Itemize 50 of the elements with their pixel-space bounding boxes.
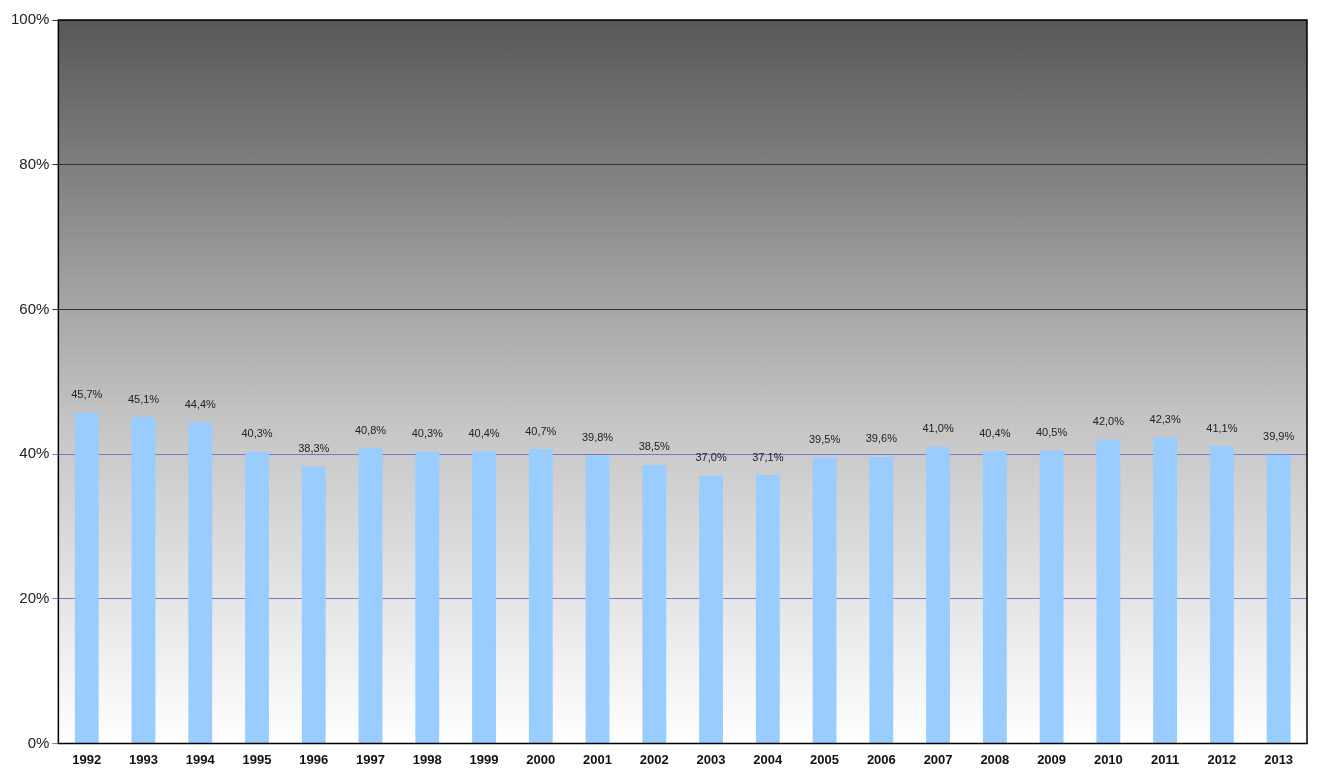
- y-tick-label: 60%: [19, 299, 50, 317]
- data-label: 39,8%: [581, 431, 614, 444]
- x-tick-label: 2006: [866, 751, 896, 767]
- data-label: 38,5%: [638, 440, 671, 453]
- data-label: 40,4%: [979, 426, 1011, 439]
- x-tick-label: 2004: [753, 751, 784, 767]
- data-label: 42,3%: [1149, 412, 1181, 425]
- x-tick-label: 1998: [412, 751, 442, 767]
- x-tick-label: 2007: [923, 751, 953, 767]
- data-label: 38,3%: [298, 441, 330, 454]
- y-tick-label: 40%: [19, 444, 50, 462]
- data-label: 42,0%: [1092, 415, 1125, 428]
- x-tick-label: 1999: [469, 751, 499, 767]
- data-label: 37,1%: [752, 450, 784, 463]
- x-tick-label: 1997: [356, 751, 385, 767]
- data-label: 40,5%: [1036, 425, 1068, 438]
- data-label: 40,8%: [354, 423, 387, 436]
- y-tick-label: 80%: [19, 154, 50, 172]
- x-tick-label: 2010: [1093, 751, 1123, 767]
- x-tick-label: 2009: [1037, 751, 1067, 767]
- x-tick-label: 2011: [1151, 751, 1180, 767]
- y-tick-label: 20%: [19, 588, 50, 606]
- y-tick-label: 100%: [10, 10, 50, 28]
- data-label: 41,0%: [922, 422, 954, 435]
- x-tick-label: 1992: [72, 751, 102, 767]
- x-tick-label: 2000: [526, 751, 556, 767]
- data-label: 40,3%: [241, 427, 273, 440]
- x-tick-label: 2003: [696, 751, 726, 767]
- data-label: 41,1%: [1206, 421, 1238, 434]
- data-label: 45,7%: [71, 388, 103, 401]
- x-tick-label: 1993: [129, 751, 158, 767]
- data-label: 44,4%: [184, 397, 217, 410]
- data-label: 40,4%: [468, 426, 500, 439]
- x-tick-label: 2005: [810, 751, 840, 767]
- data-label: 39,9%: [1263, 430, 1295, 443]
- x-tick-label: 1995: [242, 751, 272, 767]
- data-label: 39,6%: [865, 432, 898, 445]
- x-tick-label: 1994: [185, 751, 216, 767]
- x-tick-label: 1996: [299, 751, 329, 767]
- data-label: 40,7%: [525, 424, 557, 437]
- data-label: 45,1%: [127, 392, 160, 405]
- x-tick-label: 2002: [639, 751, 669, 767]
- data-label: 37,0%: [695, 451, 727, 464]
- x-tick-label: 2012: [1207, 751, 1237, 767]
- x-tick-label: 2008: [980, 751, 1010, 767]
- x-tick-label: 2013: [1264, 751, 1294, 767]
- y-tick-label: 0%: [27, 733, 50, 751]
- data-label: 39,5%: [808, 433, 841, 446]
- data-label: 40,3%: [411, 427, 444, 440]
- x-tick-label: 2001: [583, 751, 613, 767]
